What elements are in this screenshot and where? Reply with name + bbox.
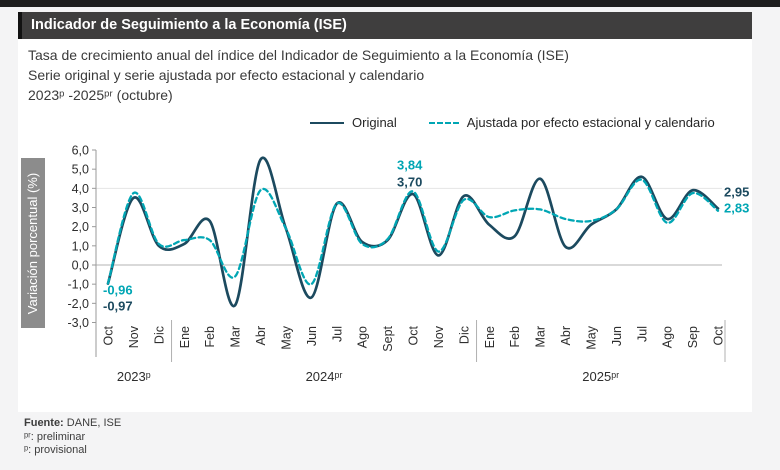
month-label: Ene bbox=[483, 326, 497, 348]
value-label: 3,70 bbox=[397, 174, 422, 189]
month-label: Oct bbox=[712, 325, 726, 345]
month-label: Feb bbox=[508, 326, 522, 348]
value-label: -0,96 bbox=[103, 283, 133, 298]
series-line-original bbox=[106, 156, 720, 308]
month-label: Dic bbox=[457, 326, 471, 344]
legend-line-adjusted bbox=[428, 121, 459, 124]
y-tick-label: -1,0 bbox=[67, 278, 89, 292]
y-tick-label: -3,0 bbox=[67, 316, 89, 330]
month-label: Abr bbox=[559, 326, 573, 345]
y-tick-label: 5,0 bbox=[72, 163, 89, 177]
month-label: Mar bbox=[534, 326, 548, 348]
legend-line-original bbox=[310, 121, 344, 124]
y-axis-title-band: Variación porcentual (%) bbox=[21, 158, 45, 328]
month-label: Ago bbox=[661, 326, 675, 348]
value-label: 2,95 bbox=[724, 184, 749, 199]
y-tick-label: 4,0 bbox=[72, 182, 89, 196]
month-label: Sep bbox=[686, 326, 700, 348]
series-line-ajustada bbox=[106, 178, 720, 286]
year-label: 2024ᵖʳ bbox=[306, 369, 343, 384]
month-label: Sept bbox=[381, 325, 395, 351]
y-tick-label: 1,0 bbox=[72, 239, 89, 253]
month-label: Feb bbox=[203, 326, 217, 348]
value-label: 3,84 bbox=[397, 157, 423, 172]
month-label: Jul bbox=[330, 326, 344, 342]
month-label: Jul bbox=[635, 326, 649, 342]
source-value: DANE, ISE bbox=[66, 417, 122, 429]
chart-subtitle: Tasa de crecimiento anual del índice del… bbox=[28, 45, 569, 105]
gridlines bbox=[96, 187, 722, 266]
month-label: Oct bbox=[102, 325, 116, 345]
value-label: -0,97 bbox=[103, 299, 133, 314]
source-note: Fuente: DANE, ISE bbox=[24, 417, 121, 431]
chart-title-bar: Indicador de Seguimiento a la Economía (… bbox=[18, 12, 752, 39]
month-label: Dic bbox=[152, 326, 166, 344]
value-label: 2,83 bbox=[724, 200, 749, 215]
window-top-edge bbox=[0, 0, 780, 7]
month-label: Ene bbox=[178, 326, 192, 348]
source-label: Fuente: bbox=[24, 417, 64, 429]
page-title: Indicador de Seguimiento a la Economía (… bbox=[31, 17, 347, 33]
month-label: Oct bbox=[407, 325, 421, 345]
subtitle-line-3: 2023ᵖ -2025ᵖʳ (octubre) bbox=[28, 87, 173, 103]
month-label: May bbox=[279, 325, 293, 349]
month-label: Jun bbox=[610, 326, 624, 346]
y-tick-label: 3,0 bbox=[72, 201, 89, 215]
chart-card: Indicador de Seguimiento a la Economía (… bbox=[18, 12, 752, 412]
y-tick-label: -2,0 bbox=[67, 297, 89, 311]
y-tick-label: 2,0 bbox=[72, 220, 89, 234]
data-labels: -0,96-0,97 3,84 3,70 2,952,83 bbox=[103, 157, 749, 313]
month-label: May bbox=[584, 325, 598, 349]
month-label: Ago bbox=[356, 326, 370, 348]
month-label: Nov bbox=[432, 325, 446, 348]
month-label: Nov bbox=[127, 325, 141, 348]
legend-label-adjusted: Ajustada por efecto estacional y calenda… bbox=[466, 115, 715, 130]
x-axis: Oct Nov Dic Ene Feb Mar Abr May Jun Jul Ago Sept Oct… bbox=[102, 320, 726, 384]
y-tick-label: 6,0 bbox=[72, 144, 89, 158]
year-label: 2025ᵖʳ bbox=[582, 369, 619, 384]
subtitle-line-2: Serie original y serie ajustada por efec… bbox=[28, 67, 425, 83]
y-axis-title: Variación porcentual (%) bbox=[25, 172, 41, 314]
month-label: Mar bbox=[229, 326, 243, 348]
month-label: Abr bbox=[254, 326, 268, 345]
year-label: 2023ᵖ bbox=[117, 369, 151, 384]
footer: Fuente: DANE, ISE ᵖʳ: preliminar ᵖ: prov… bbox=[24, 417, 121, 458]
legend: Original Ajustada por efecto estacional … bbox=[310, 115, 715, 130]
y-tick-label: 0,0 bbox=[72, 259, 89, 273]
y-axis: 6,0 5,0 4,0 3,0 2,0 1,0 0,0 -1,0 -2,0 -3,0 bbox=[67, 144, 97, 357]
subtitle-line-1: Tasa de crecimiento anual del índice del… bbox=[28, 47, 569, 63]
month-label: Jun bbox=[305, 326, 319, 346]
note-provisional: ᵖ: provisional bbox=[24, 444, 87, 456]
legend-label-original: Original bbox=[352, 115, 397, 130]
note-preliminar: ᵖʳ: preliminar bbox=[24, 430, 86, 443]
